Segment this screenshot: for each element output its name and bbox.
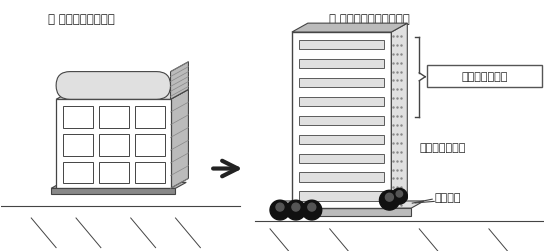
Bar (427, 66, 542, 87)
Circle shape (270, 200, 290, 220)
Circle shape (308, 203, 316, 211)
Bar (299, 135, 384, 144)
Bar (299, 173, 384, 182)
Text: （ 通常の建築計画）: （ 通常の建築計画） (47, 13, 114, 26)
Bar (63, 107, 93, 129)
Bar (99, 107, 129, 129)
Text: 公開空地: 公開空地 (434, 193, 461, 202)
Circle shape (286, 200, 306, 220)
Bar (99, 134, 129, 156)
Bar (299, 78, 384, 88)
Bar (299, 41, 384, 50)
Bar (99, 162, 129, 184)
Polygon shape (171, 62, 189, 100)
Circle shape (396, 191, 403, 197)
Circle shape (292, 203, 300, 211)
Bar (299, 154, 384, 163)
Polygon shape (51, 183, 186, 188)
Polygon shape (391, 24, 407, 208)
Circle shape (379, 191, 399, 210)
Circle shape (302, 200, 322, 220)
Text: （ 総合設計制度で建築）: （ 総合設計制度で建築） (329, 13, 410, 26)
Bar (272, 208, 411, 216)
Bar (299, 97, 384, 107)
Bar (63, 162, 93, 184)
Bar (135, 107, 165, 129)
Bar (56, 100, 171, 188)
Text: 容積率の割増し: 容積率の割増し (461, 72, 507, 81)
Circle shape (385, 194, 393, 201)
Polygon shape (272, 201, 424, 208)
Circle shape (276, 203, 284, 211)
Bar (299, 192, 384, 201)
Text: 斜線制限の緩和: 斜線制限の緩和 (419, 142, 465, 152)
Polygon shape (292, 24, 407, 33)
Circle shape (391, 188, 407, 204)
Bar (51, 188, 175, 195)
Bar (292, 33, 391, 208)
FancyBboxPatch shape (56, 72, 171, 100)
Bar (299, 60, 384, 69)
Bar (135, 162, 165, 184)
Bar (63, 134, 93, 156)
Polygon shape (171, 90, 189, 188)
Polygon shape (56, 90, 189, 100)
Bar (299, 116, 384, 126)
Bar (135, 134, 165, 156)
